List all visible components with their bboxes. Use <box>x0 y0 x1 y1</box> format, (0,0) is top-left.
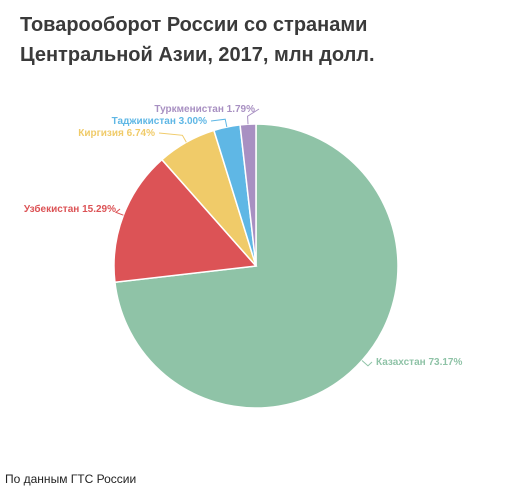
slice-label-5: Туркменистан 1.79% <box>154 104 255 115</box>
leader-line-2 <box>114 208 124 216</box>
pie-chart: Казахстан 73.17% Узбекистан 15.29% Киргизи… <box>24 104 463 409</box>
pie-labels: Казахстан 73.17% Узбекистан 15.29% Киргизи… <box>24 104 463 368</box>
leader-line-5 <box>247 108 260 125</box>
slice-label-2: Узбекистан 15.29% <box>24 203 116 215</box>
slice-label-1: Казахстан 73.17% <box>376 357 462 368</box>
leader-line-1 <box>361 360 373 367</box>
slice-label-4: Таджикистан 3.00% <box>112 116 207 127</box>
slice-label-3: Киргизия 6.74% <box>78 128 155 139</box>
source-note: По данным ГТС России <box>5 472 137 486</box>
leader-line-4 <box>210 118 228 128</box>
leader-line-3 <box>158 132 187 143</box>
chart-title: Товарооборот России со странами Централь… <box>20 14 375 66</box>
pie-slices <box>113 123 399 409</box>
